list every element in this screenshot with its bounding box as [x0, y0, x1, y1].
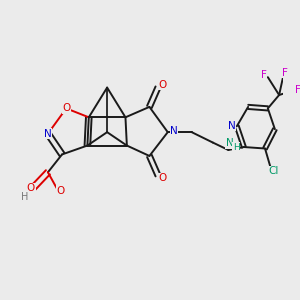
Text: Cl: Cl — [268, 167, 279, 176]
Text: H: H — [233, 142, 240, 152]
Text: N: N — [228, 121, 236, 130]
Text: N: N — [44, 129, 52, 139]
Text: O: O — [62, 103, 70, 113]
Text: N: N — [170, 126, 178, 136]
Text: O: O — [56, 186, 65, 196]
Text: O: O — [158, 173, 166, 183]
Text: N: N — [226, 139, 234, 148]
Text: O: O — [27, 183, 35, 193]
Text: F: F — [261, 70, 267, 80]
Text: F: F — [296, 85, 300, 95]
Text: F: F — [282, 68, 288, 78]
Text: H: H — [21, 192, 28, 202]
Text: O: O — [158, 80, 166, 90]
